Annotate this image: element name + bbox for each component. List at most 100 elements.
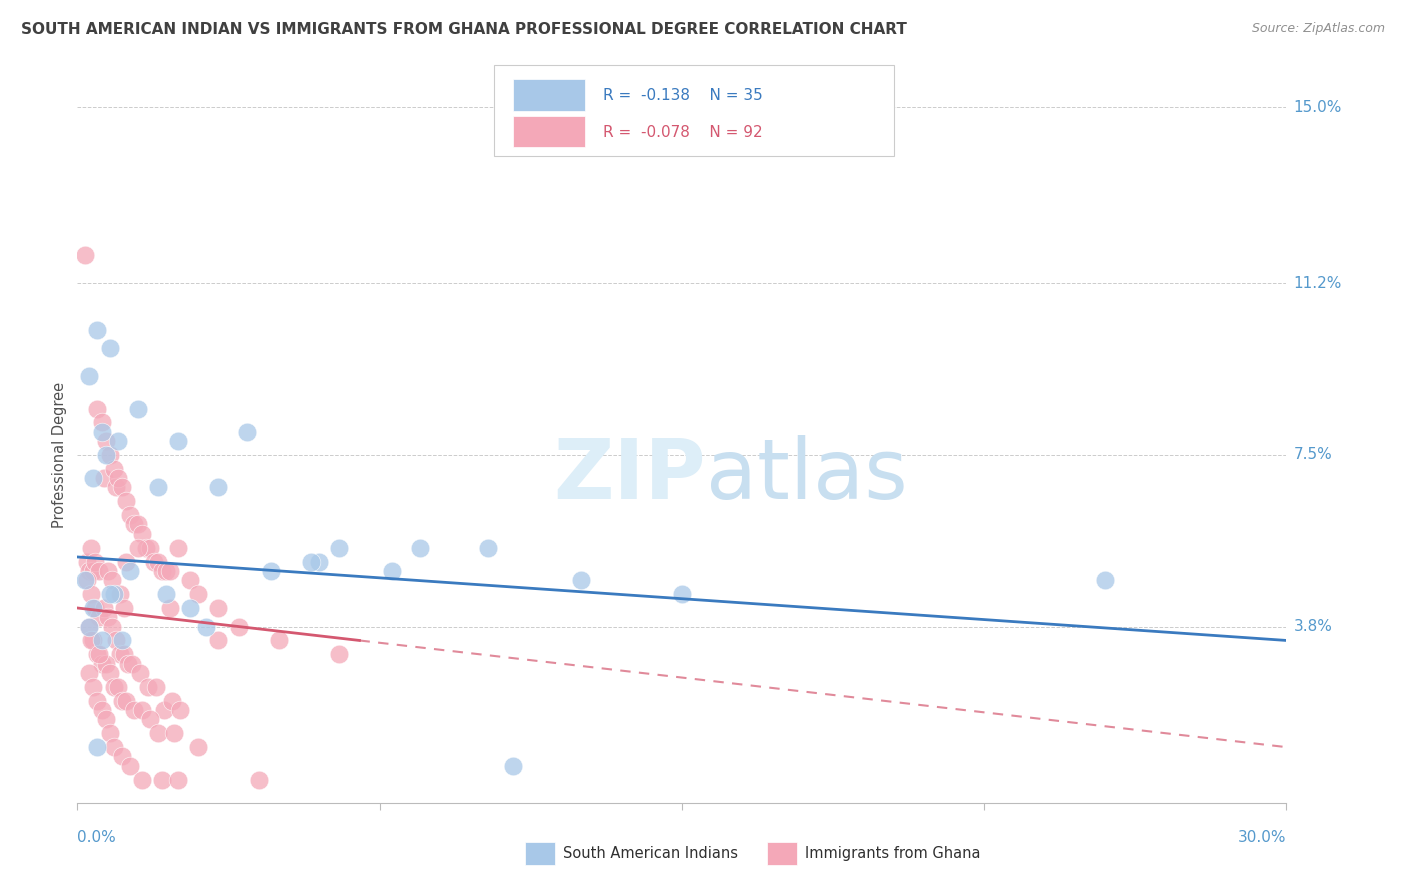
Text: R =  -0.078    N = 92: R = -0.078 N = 92	[603, 125, 763, 139]
Point	[187, 587, 209, 601]
Point	[96, 564, 118, 578]
Point	[145, 680, 167, 694]
Point	[93, 601, 115, 615]
Point	[228, 619, 250, 633]
Point	[90, 416, 112, 430]
Point	[90, 425, 112, 439]
Point	[89, 648, 111, 662]
Point	[267, 633, 290, 648]
Point	[80, 541, 103, 555]
Point	[79, 369, 101, 384]
Point	[328, 541, 350, 555]
Point	[84, 555, 107, 569]
Point	[79, 619, 101, 633]
Point	[82, 633, 104, 648]
Point	[98, 726, 121, 740]
Point	[111, 694, 134, 708]
FancyBboxPatch shape	[513, 116, 585, 147]
Text: R =  -0.138    N = 35: R = -0.138 N = 35	[603, 87, 763, 103]
Point	[207, 601, 229, 615]
Point	[107, 434, 129, 448]
Y-axis label: Professional Degree: Professional Degree	[52, 382, 67, 528]
Point	[477, 541, 499, 555]
Point	[75, 248, 97, 262]
Point	[167, 434, 190, 448]
Point	[207, 480, 229, 494]
Point	[117, 657, 139, 671]
Point	[111, 480, 134, 494]
Point	[122, 703, 145, 717]
Point	[136, 680, 159, 694]
Point	[159, 564, 181, 578]
Point	[94, 712, 117, 726]
Point	[111, 633, 134, 648]
Point	[108, 648, 131, 662]
Point	[103, 740, 125, 755]
Point	[135, 541, 157, 555]
Point	[94, 657, 117, 671]
Point	[111, 749, 134, 764]
FancyBboxPatch shape	[495, 65, 894, 156]
Point	[107, 680, 129, 694]
Text: 7.5%: 7.5%	[1294, 448, 1333, 462]
Point	[142, 555, 165, 569]
Point	[127, 517, 149, 532]
Point	[86, 401, 108, 416]
Point	[146, 480, 169, 494]
Text: 3.8%: 3.8%	[1294, 619, 1333, 634]
Point	[82, 564, 104, 578]
Point	[118, 758, 141, 772]
Point	[76, 555, 98, 569]
Point	[98, 341, 121, 355]
Point	[112, 648, 135, 662]
Point	[90, 633, 112, 648]
Point	[187, 740, 209, 755]
Point	[103, 462, 125, 476]
Point	[169, 703, 191, 717]
Point	[93, 471, 115, 485]
Point	[96, 610, 118, 624]
Point	[104, 633, 127, 648]
Text: Immigrants from Ghana: Immigrants from Ghana	[806, 847, 981, 861]
Point	[260, 564, 283, 578]
Point	[179, 601, 201, 615]
Point	[100, 573, 122, 587]
Point	[84, 601, 107, 615]
Point	[131, 772, 153, 787]
Point	[118, 508, 141, 523]
Point	[131, 526, 153, 541]
Point	[159, 601, 181, 615]
Point	[150, 564, 173, 578]
Point	[98, 448, 121, 462]
Point	[79, 619, 101, 633]
Point	[86, 323, 108, 337]
Point	[103, 680, 125, 694]
Point	[114, 555, 136, 569]
Point	[75, 573, 97, 587]
Point	[299, 555, 322, 569]
Point	[89, 564, 111, 578]
Point	[207, 633, 229, 648]
Text: 11.2%: 11.2%	[1294, 276, 1341, 291]
Point	[167, 541, 190, 555]
Point	[80, 633, 103, 648]
Point	[94, 448, 117, 462]
Text: 0.0%: 0.0%	[77, 830, 117, 845]
Point	[247, 772, 270, 787]
Text: 15.0%: 15.0%	[1294, 100, 1341, 114]
Point	[76, 573, 98, 587]
Point	[112, 601, 135, 615]
Point	[128, 665, 150, 680]
Point	[103, 587, 125, 601]
Point	[179, 573, 201, 587]
Point	[79, 564, 101, 578]
Point	[163, 726, 186, 740]
Text: atlas: atlas	[706, 435, 908, 516]
Point	[114, 494, 136, 508]
Point	[153, 703, 176, 717]
Point	[108, 587, 131, 601]
Point	[121, 657, 143, 671]
Point	[86, 740, 108, 755]
Point	[502, 758, 524, 772]
Point	[155, 564, 177, 578]
